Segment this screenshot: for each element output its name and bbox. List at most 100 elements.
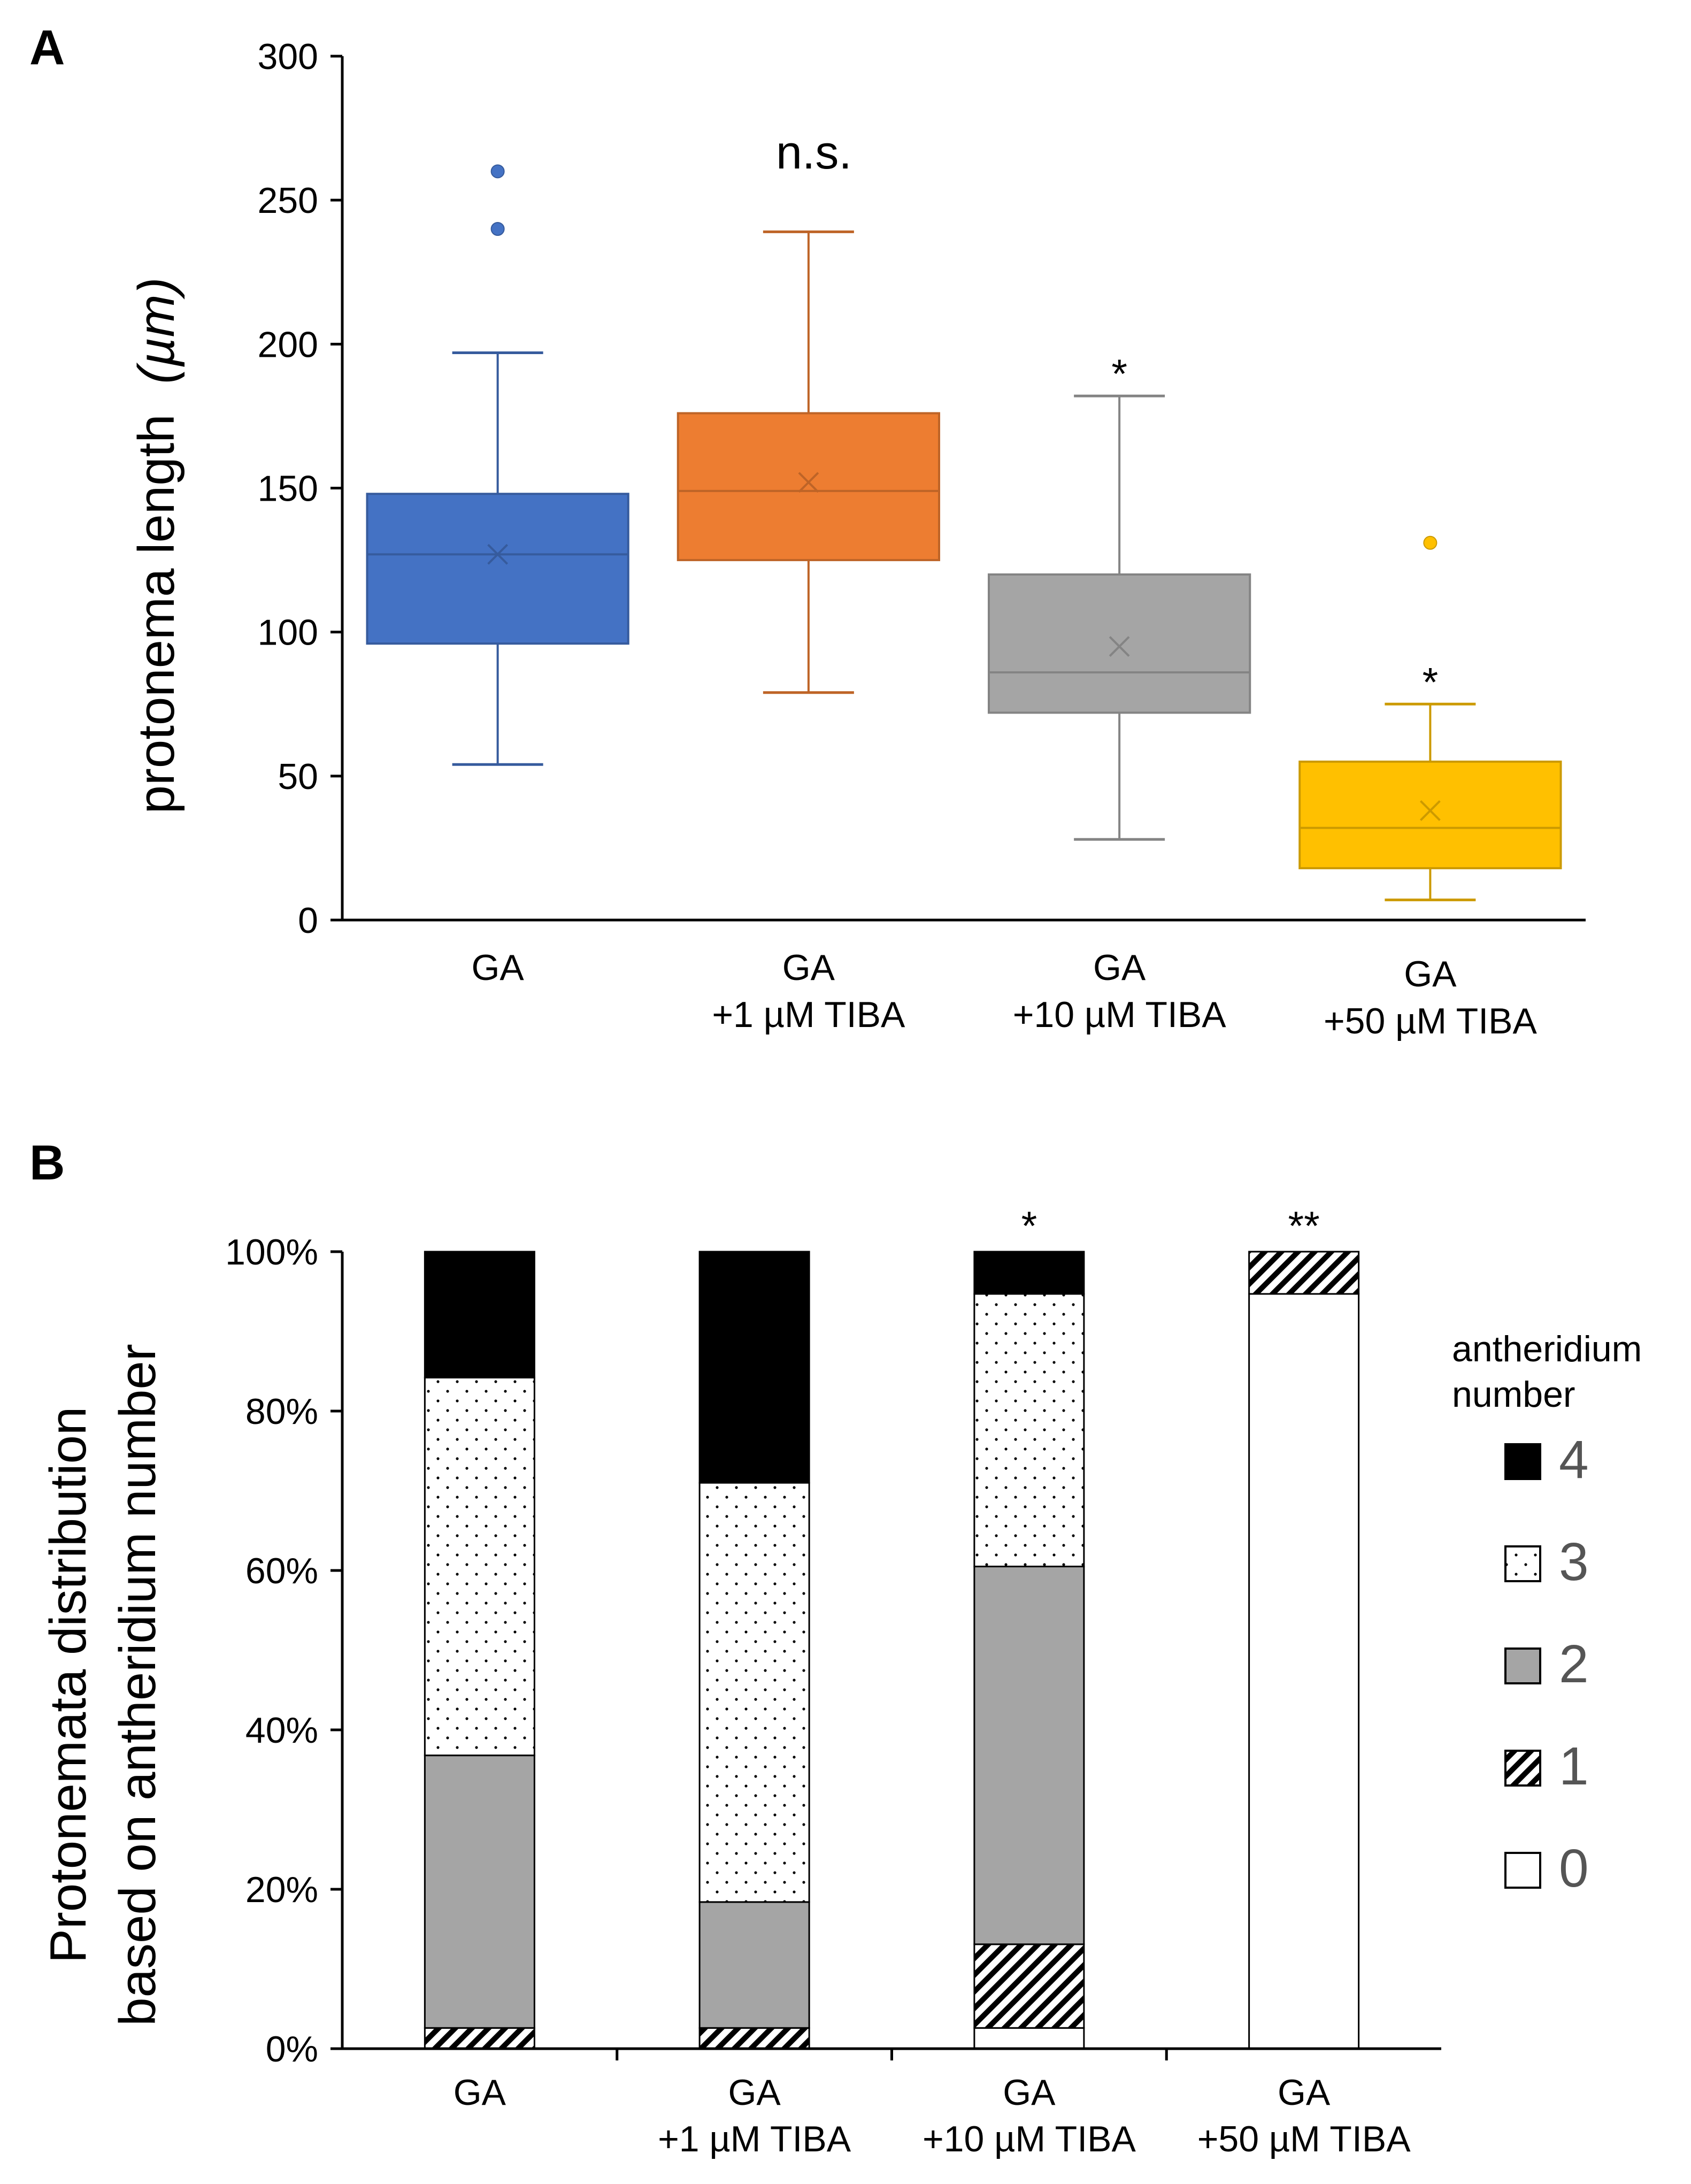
legend-items: 4 3 2 1 0 — [1504, 1430, 1589, 1898]
significance-label: * — [1111, 351, 1127, 397]
box-plot-panel: 0 50 100 150 200 250 300 n.s. * * GA GA +1 µM TIBA… — [128, 36, 1586, 1041]
mean-marker — [798, 472, 819, 493]
legend-label: 1 — [1559, 1736, 1589, 1796]
legend-swatch — [1504, 1647, 1541, 1684]
x-tick-label-line1: GA — [728, 2072, 781, 2113]
y-tick-label: 100 — [258, 612, 318, 653]
bar-segment — [424, 1754, 535, 2029]
x-axis — [342, 2047, 1441, 2060]
x-tick-label-line2: +1 µM TIBA — [658, 2119, 851, 2159]
bar-stack — [973, 1251, 1085, 2050]
legend: antheridium number 4 3 2 1 0 — [1452, 1329, 1642, 1898]
bar-stack — [1248, 1251, 1360, 2050]
mean-marker — [487, 543, 509, 565]
significance-annotations: * ** — [1021, 1204, 1320, 1249]
x-tick-label-line1: GA — [1093, 947, 1146, 988]
box — [677, 412, 940, 562]
significance-label: * — [1423, 660, 1439, 705]
bar-stack — [424, 1251, 535, 2050]
legend-swatch — [1504, 1852, 1541, 1889]
legend-label: 2 — [1559, 1634, 1589, 1694]
legend-item: 3 — [1504, 1532, 1589, 1592]
panel-label-b: B — [29, 1136, 65, 1190]
x-tick-label-line2: +10 µM TIBA — [1013, 994, 1227, 1035]
box — [1298, 760, 1562, 870]
bar-segment — [698, 2027, 810, 2050]
bar-segment — [698, 1901, 810, 2029]
y-tick-label: 60% — [245, 1551, 318, 1591]
box — [988, 573, 1251, 714]
y-tick-label: 300 — [258, 36, 318, 77]
significance-label: * — [1021, 1204, 1037, 1249]
x-tick-labels: GA GA +1 µM TIBA GA +10 µM TIBA GA +50 µM TIBA — [472, 947, 1538, 1041]
bar-segment — [698, 1251, 810, 1484]
mean-marker — [1419, 800, 1441, 821]
box-series: n.s. * * — [366, 126, 1562, 901]
y-tick-label: 50 — [278, 756, 318, 797]
bar-segment — [698, 1482, 810, 1903]
legend-label: 3 — [1559, 1532, 1589, 1592]
bar-stack — [698, 1251, 810, 2050]
outlier-point — [490, 164, 505, 179]
box-group — [366, 164, 629, 766]
panel-label-a: A — [29, 20, 65, 75]
legend-title-line1: antheridium — [1452, 1329, 1642, 1369]
bar-segment — [973, 1943, 1085, 2029]
x-tick-labels: GA GA +1 µM TIBA GA +10 µM TIBA GA +50 µM TIBA — [454, 2072, 1411, 2159]
y-tick-label: 80% — [245, 1391, 318, 1432]
legend-label: 0 — [1559, 1838, 1589, 1898]
legend-swatch — [1504, 1545, 1541, 1582]
y-tick-label: 20% — [245, 1869, 318, 1910]
y-axis-label-text: protonema length — [128, 414, 185, 814]
y-tick-label: 0 — [298, 900, 318, 941]
significance-label: ** — [1288, 1204, 1320, 1249]
x-tick-label-line1: GA — [454, 2072, 506, 2113]
box-group: * — [1298, 535, 1562, 901]
y-tick-label: 40% — [245, 1710, 318, 1751]
y-tick-label: 0% — [266, 2029, 318, 2070]
legend-item: 1 — [1504, 1736, 1589, 1796]
x-tick-label-line1: GA — [1003, 2072, 1056, 2113]
box-group: n.s. — [677, 126, 940, 694]
box — [366, 493, 629, 645]
outlier-point — [1423, 535, 1438, 550]
y-axis-label: protonema length (µm) — [128, 277, 185, 814]
legend-label: 4 — [1559, 1430, 1589, 1490]
bar-segment — [973, 1566, 1085, 1945]
x-tick-label-line2: +1 µM TIBA — [712, 994, 905, 1035]
y-axis-label-line2: based on antheridium number — [109, 1344, 166, 2026]
y-tick-label: 250 — [258, 180, 318, 221]
x-tick-label-line2: +50 µM TIBA — [1324, 1001, 1538, 1041]
bar-segment — [973, 1293, 1085, 1568]
mean-marker — [1109, 636, 1130, 657]
y-tick-label: 100% — [225, 1232, 318, 1273]
bar-series — [424, 1251, 1360, 2050]
stacked-bar-panel: 0% 20% 40% 60% 80% 100% GA GA +1 µM TIBA GA +10 µ… — [40, 1204, 1642, 2159]
x-tick-label-line1: GA — [1278, 2072, 1331, 2113]
x-tick-label-line1: GA — [782, 947, 835, 988]
bar-segment — [973, 2027, 1085, 2050]
legend-swatch — [1504, 1750, 1541, 1787]
x-tick-label-line2: +50 µM TIBA — [1197, 2119, 1411, 2159]
x-tick-label-line1: GA — [1404, 954, 1457, 994]
y-tick-label: 150 — [258, 469, 318, 509]
y-tick-label: 200 — [258, 324, 318, 365]
y-axis: 0% 20% 40% 60% 80% 100% — [225, 1232, 344, 2070]
y-axis-label-unit: (µm) — [128, 277, 185, 384]
significance-label: n.s. — [776, 126, 852, 179]
legend-swatch — [1504, 1443, 1541, 1480]
bar-segment — [424, 1376, 535, 1757]
legend-title-line2: number — [1452, 1374, 1575, 1415]
y-axis: 0 50 100 150 200 250 300 — [258, 36, 344, 941]
legend-item: 2 — [1504, 1634, 1589, 1694]
legend-item: 0 — [1504, 1838, 1589, 1898]
x-tick-label-line1: GA — [472, 947, 525, 988]
box-group: * — [988, 351, 1251, 841]
legend-item: 4 — [1504, 1430, 1589, 1490]
bar-segment — [1248, 1293, 1360, 2050]
x-tick-label-line2: +10 µM TIBA — [923, 2119, 1136, 2159]
bar-segment — [1248, 1251, 1360, 1295]
bar-segment — [973, 1251, 1085, 1295]
bar-segment — [424, 2027, 535, 2050]
